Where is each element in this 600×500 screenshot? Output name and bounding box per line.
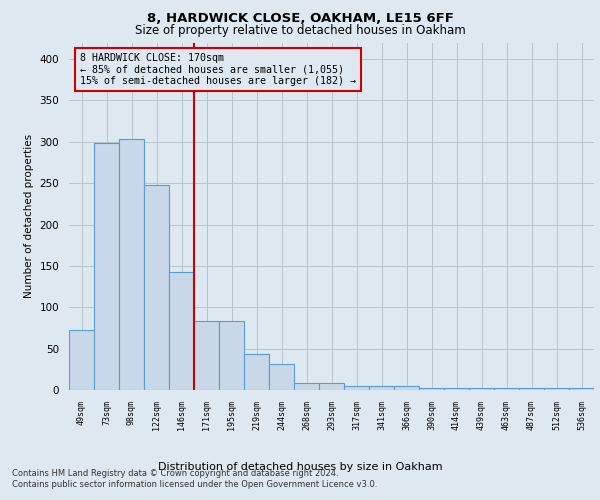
- Text: Distribution of detached houses by size in Oakham: Distribution of detached houses by size …: [158, 462, 442, 472]
- Text: Contains HM Land Registry data © Crown copyright and database right 2024.: Contains HM Land Registry data © Crown c…: [12, 469, 338, 478]
- Bar: [394, 386, 419, 390]
- Bar: [419, 388, 444, 390]
- Bar: [519, 388, 544, 390]
- Y-axis label: Number of detached properties: Number of detached properties: [24, 134, 34, 298]
- Bar: [194, 322, 219, 390]
- Bar: [169, 272, 194, 390]
- Bar: [69, 330, 94, 390]
- Bar: [144, 185, 169, 390]
- Text: 8, HARDWICK CLOSE, OAKHAM, LE15 6FF: 8, HARDWICK CLOSE, OAKHAM, LE15 6FF: [146, 12, 454, 26]
- Bar: [119, 140, 144, 390]
- Bar: [294, 384, 319, 390]
- Bar: [494, 388, 519, 390]
- Bar: [244, 354, 269, 390]
- Text: 8 HARDWICK CLOSE: 170sqm
← 85% of detached houses are smaller (1,055)
15% of sem: 8 HARDWICK CLOSE: 170sqm ← 85% of detach…: [79, 53, 355, 86]
- Bar: [569, 388, 594, 390]
- Bar: [469, 388, 494, 390]
- Bar: [544, 388, 569, 390]
- Text: Contains public sector information licensed under the Open Government Licence v3: Contains public sector information licen…: [12, 480, 377, 489]
- Bar: [269, 364, 294, 390]
- Bar: [94, 144, 119, 390]
- Bar: [444, 388, 469, 390]
- Bar: [319, 384, 344, 390]
- Bar: [219, 322, 244, 390]
- Text: Size of property relative to detached houses in Oakham: Size of property relative to detached ho…: [134, 24, 466, 37]
- Bar: [369, 386, 394, 390]
- Bar: [344, 386, 369, 390]
